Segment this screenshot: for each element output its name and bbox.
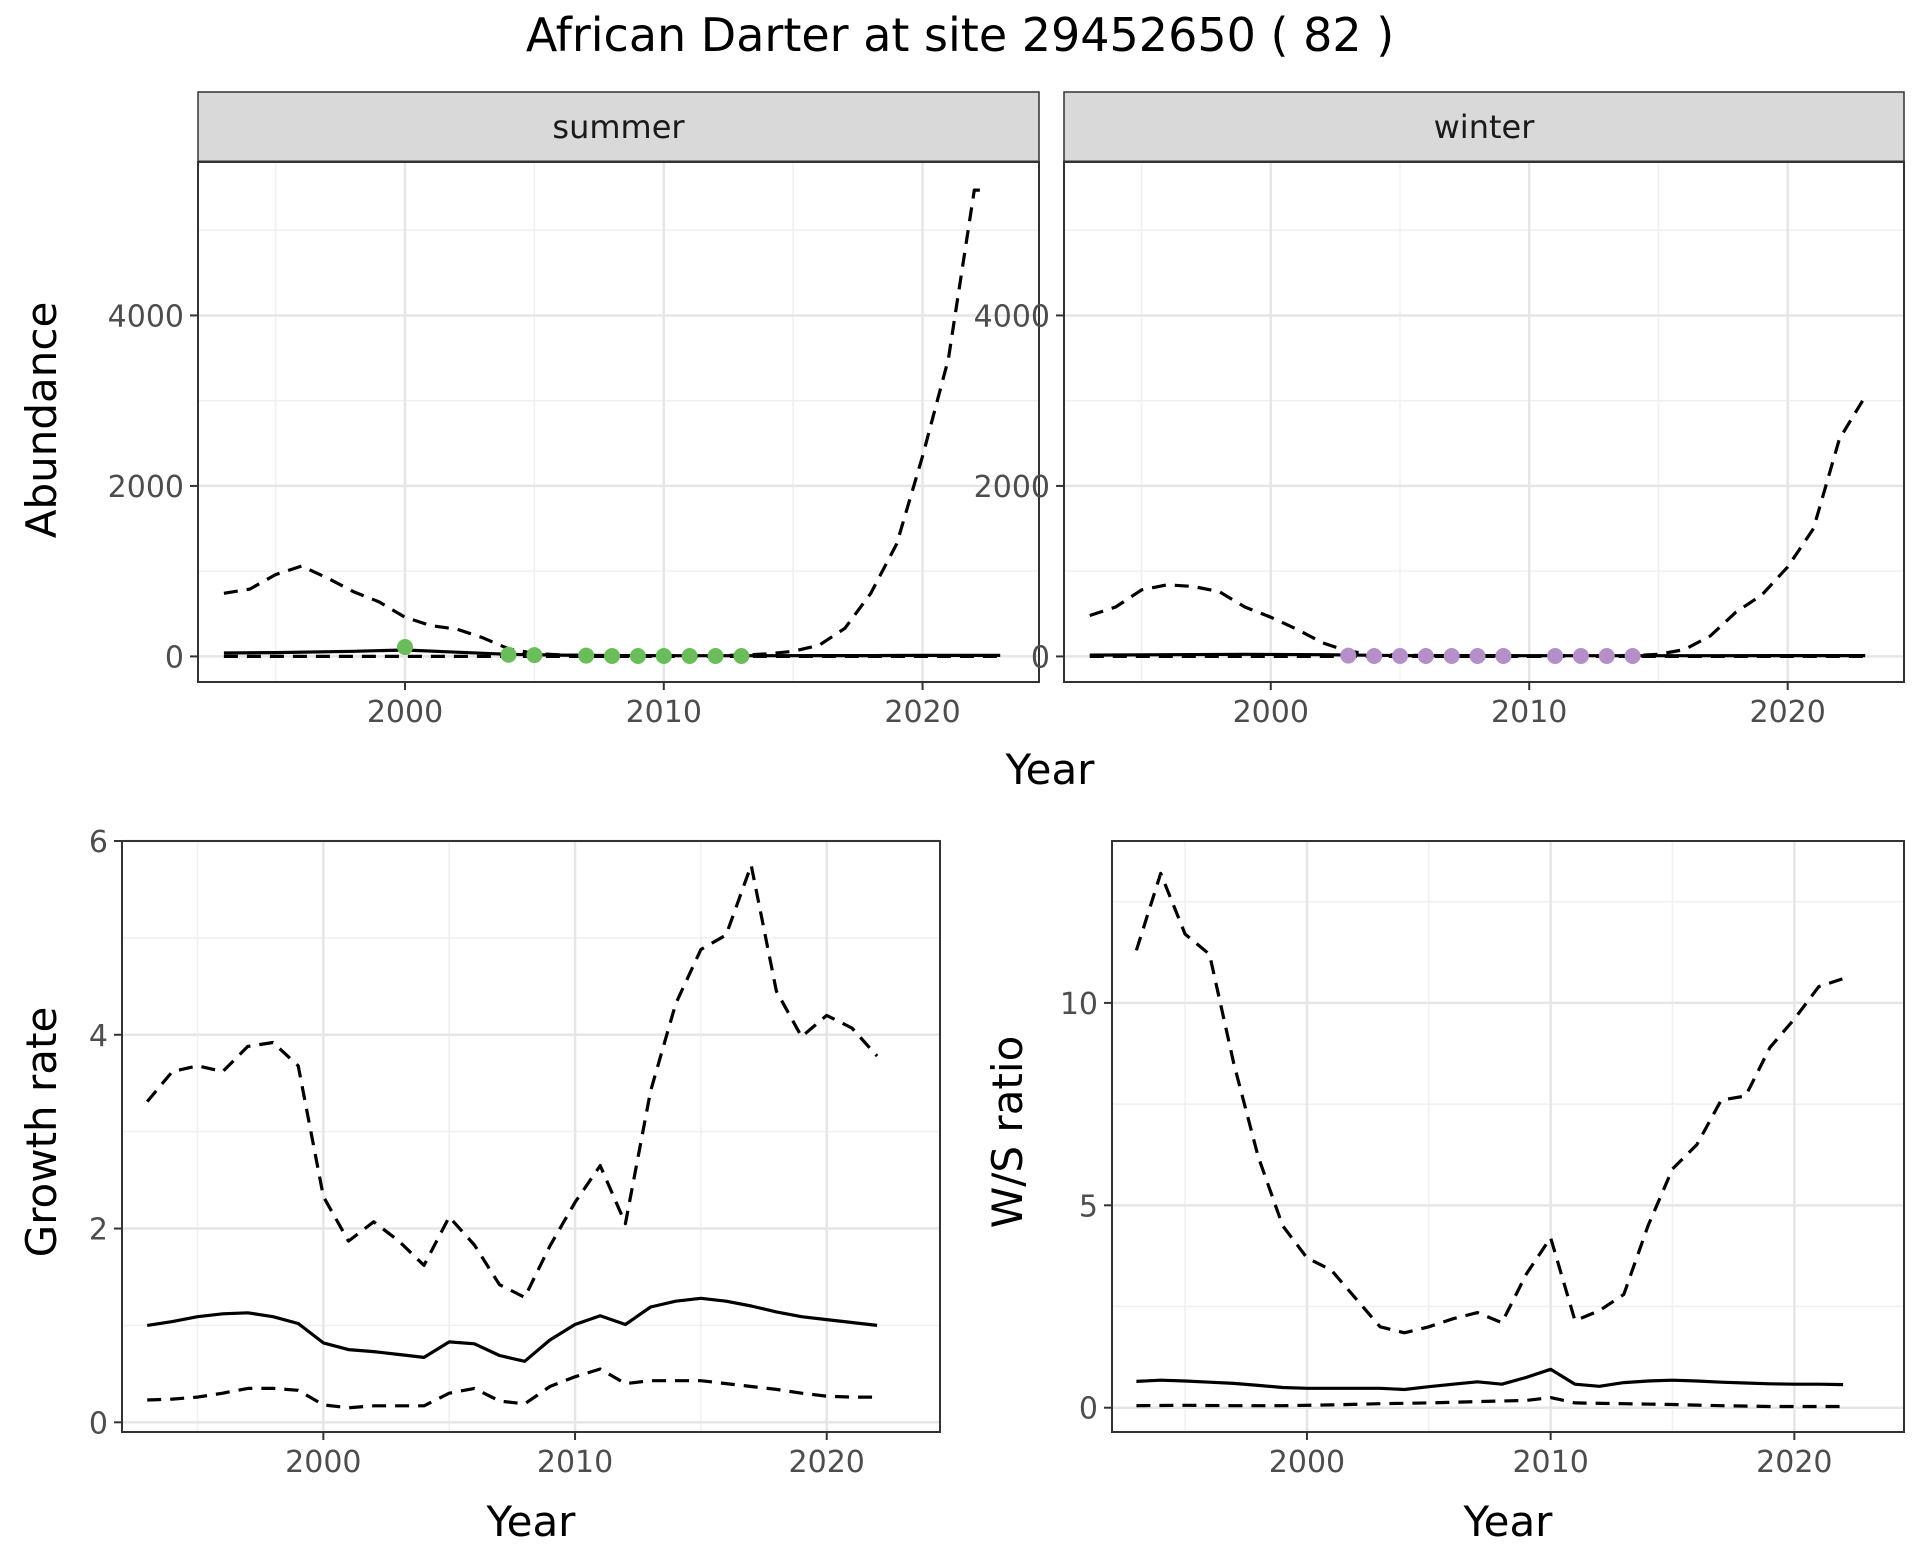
series-line-solid (1136, 1367, 1844, 1392)
plot-background (1112, 841, 1904, 1432)
abundance-y-axis-label: Abundance (17, 302, 66, 539)
growth-y-axis-label: Growth rate (17, 1007, 66, 1258)
x-tick-label: 2020 (1756, 1445, 1832, 1480)
abundance-summer-panel: summer 2000 2010 2020 0 2000 4000 (108, 91, 1040, 730)
plot-background (122, 841, 940, 1432)
y-tick-label: 5 (1079, 1189, 1098, 1224)
panel-border (1111, 840, 1905, 1433)
abundance-x-axis-label: Year (1005, 745, 1096, 794)
data-point (604, 648, 621, 664)
y-tick-label: 2000 (108, 470, 184, 505)
data-point (1340, 647, 1357, 664)
x-tick-label: 2000 (367, 695, 443, 730)
x-tick-label: 2020 (884, 695, 960, 730)
x-tick-label: 2010 (537, 1445, 613, 1480)
x-tick-label: 2010 (1491, 695, 1567, 730)
data-point (1417, 648, 1434, 664)
facet-strip (1063, 91, 1905, 163)
panel-border (121, 840, 941, 1433)
data-point (1392, 648, 1408, 664)
y-tick-label: 4000 (108, 299, 184, 334)
series-line-dashed (147, 1367, 878, 1410)
x-tick-label: 2000 (1269, 1445, 1345, 1480)
data-point (1598, 648, 1615, 664)
x-tick-label: 2010 (626, 695, 702, 730)
y-tick-label: 4 (89, 1019, 108, 1054)
facet-strip-label: winter (1434, 108, 1536, 146)
panel-border (197, 161, 1040, 683)
data-point (1366, 648, 1383, 664)
data-point (1495, 648, 1512, 664)
series-line-dashed (223, 188, 988, 658)
panel-border (1063, 161, 1905, 683)
data-point (500, 646, 517, 663)
data-point (1443, 648, 1460, 664)
facet-strip-label: summer (552, 108, 685, 146)
ws-ratio-panel: 2000 2010 2020 0 5 10 (1060, 840, 1905, 1480)
y-tick-label: 0 (1031, 640, 1050, 675)
ws-ratio-x-axis-label: Year (1463, 1497, 1554, 1546)
data-point (1624, 648, 1641, 664)
y-tick-label: 0 (165, 640, 184, 675)
plot-background (1064, 162, 1904, 682)
series-line-solid (146, 1296, 878, 1363)
data-point (526, 647, 543, 664)
x-tick-label: 2020 (1750, 695, 1826, 730)
y-tick-label: 0 (89, 1406, 108, 1441)
abundance-winter-panel: winter 2000 2010 2020 0 2000 4000 (974, 91, 1905, 730)
x-tick-label: 2000 (1233, 695, 1309, 730)
data-point (733, 648, 750, 664)
y-tick-label: 4000 (974, 299, 1050, 334)
series-line-dashed (145, 863, 879, 1299)
y-tick-label: 10 (1060, 987, 1098, 1022)
plot-background (198, 162, 1039, 682)
x-tick-label: 2020 (789, 1445, 865, 1480)
y-tick-label: 2000 (974, 470, 1050, 505)
growth-rate-panel: 2000 2010 2020 0 2 4 6 (89, 825, 941, 1480)
data-point (655, 648, 672, 664)
data-point (1469, 648, 1486, 664)
figure-title: African Darter at site 29452650 ( 82 ) (525, 8, 1395, 62)
x-tick-label: 2000 (285, 1445, 361, 1480)
data-point (397, 639, 414, 656)
ws-ratio-y-axis-label: W/S ratio (983, 1036, 1032, 1229)
data-point (1572, 648, 1589, 664)
y-tick-label: 0 (1079, 1392, 1098, 1427)
facet-strip (197, 91, 1040, 163)
y-tick-label: 6 (89, 825, 108, 860)
y-tick-label: 2 (89, 1213, 108, 1248)
data-point (578, 647, 595, 664)
x-tick-label: 2010 (1512, 1445, 1588, 1480)
series-line-dashed (1134, 871, 1844, 1335)
data-point (629, 648, 646, 664)
data-point (681, 648, 698, 664)
series-line-dashed (1136, 1396, 1844, 1409)
growth-x-axis-label: Year (486, 1497, 577, 1546)
data-point (707, 648, 724, 664)
data-point (1547, 648, 1564, 664)
